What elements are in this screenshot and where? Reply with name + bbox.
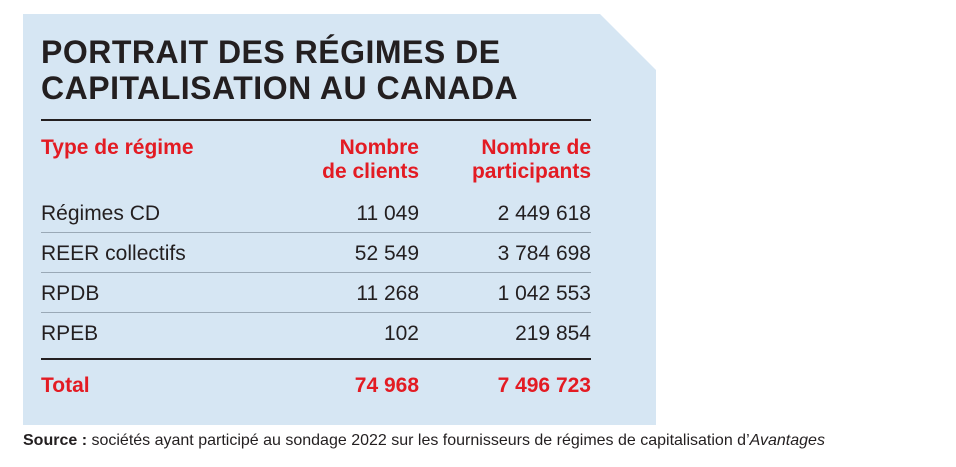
row-participants-cell: 2 449 618	[497, 202, 591, 225]
row-participants-cell: 219 854	[515, 322, 591, 345]
row-participants-cell: 3 784 698	[497, 242, 591, 265]
table-row: Régimes CD 11 049 2 449 618	[41, 193, 591, 232]
row-type-cell: Régimes CD	[41, 202, 161, 225]
data-table: Type de régime Nombre de clients Nombre …	[41, 119, 591, 406]
table-row: REER collectifs 52 549 3 784 698	[41, 232, 591, 272]
table-row: RPEB 102 219 854	[41, 312, 591, 352]
row-type-cell: REER collectifs	[41, 242, 186, 265]
page-title: PORTRAIT DES RÉGIMES DE CAPITALISATION A…	[41, 34, 519, 106]
table-row: RPDB 11 268 1 042 553	[41, 272, 591, 312]
table-header-row: Type de régime Nombre de clients Nombre …	[41, 121, 591, 184]
table-panel	[23, 14, 656, 425]
total-label: Total	[41, 374, 90, 397]
column-header-clients: Nombre de clients	[322, 136, 419, 183]
total-participants-cell: 7 496 723	[497, 374, 591, 397]
row-clients-cell: 11 268	[356, 282, 419, 305]
row-clients-cell: 52 549	[354, 242, 419, 265]
column-header-type: Type de régime	[41, 136, 194, 159]
row-type-cell: RPDB	[41, 282, 100, 305]
row-clients-cell: 11 049	[356, 202, 419, 225]
table-top-rule	[41, 119, 591, 121]
table-total-row: Total 74 968 7 496 723	[41, 360, 591, 406]
column-header-participants: Nombre de participants	[471, 136, 591, 183]
source-note: Source : sociétés ayant participé au son…	[23, 432, 825, 450]
table-total-rule	[41, 358, 591, 360]
total-clients-cell: 74 968	[354, 374, 419, 397]
row-type-cell: RPEB	[41, 322, 99, 345]
source-label: Source :	[23, 432, 88, 449]
row-participants-cell: 1 042 553	[497, 282, 591, 305]
source-text: sociétés ayant participé au sondage 2022…	[87, 432, 750, 449]
source-publication: Avantages	[749, 432, 825, 449]
row-clients-cell: 102	[383, 322, 419, 345]
